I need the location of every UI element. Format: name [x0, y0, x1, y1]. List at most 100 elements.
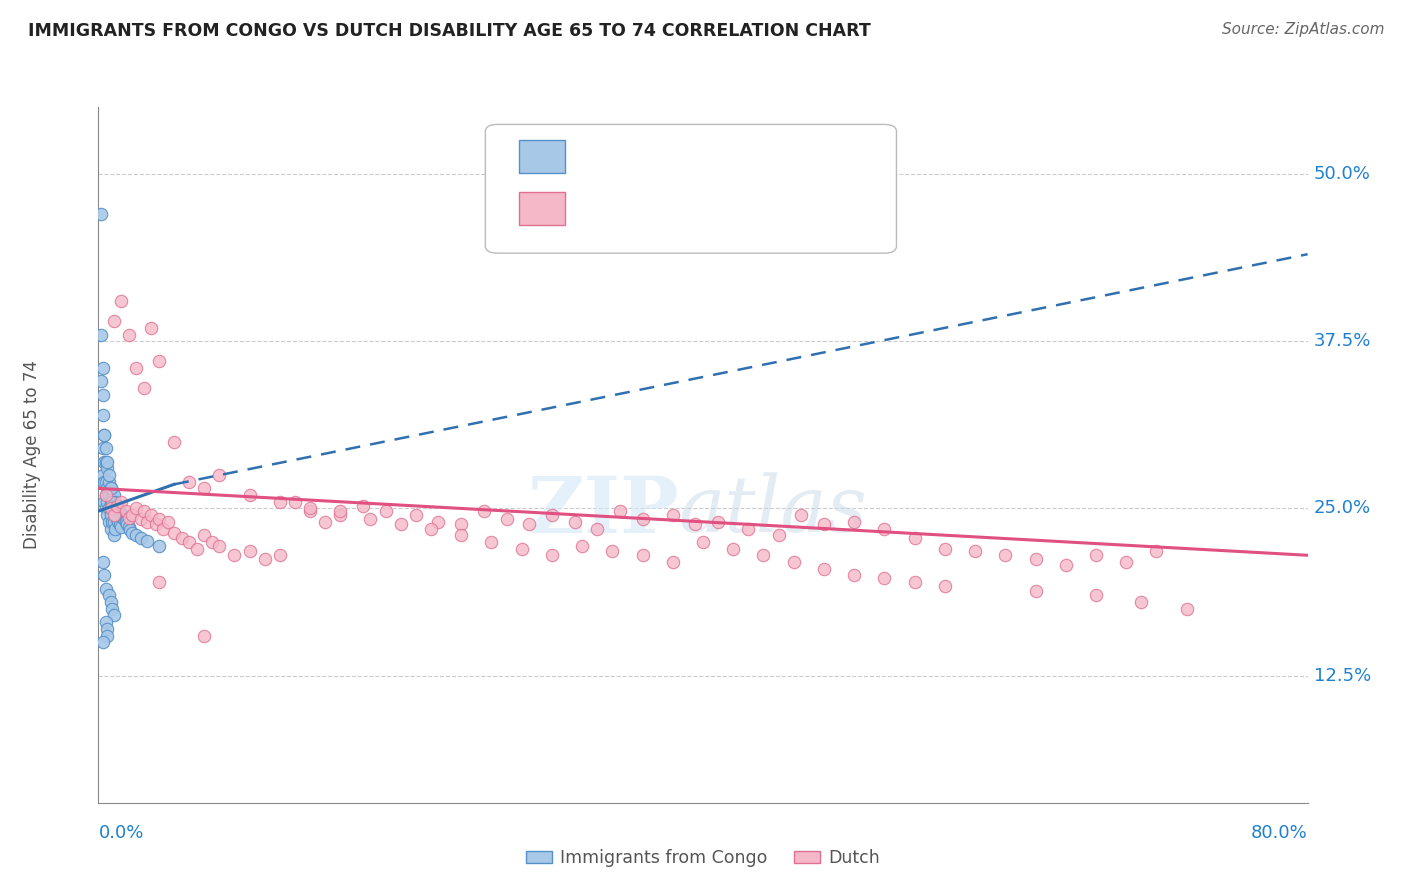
Point [96, 508, 118, 523]
Point [114, 504, 136, 518]
Text: 50.0%: 50.0% [1313, 165, 1371, 183]
Point [472, 504, 495, 518]
Point [110, 520, 132, 534]
Point [148, 354, 170, 368]
Point [239, 488, 262, 502]
Point [299, 504, 322, 518]
Point [965, 544, 987, 558]
Point [96, 622, 118, 636]
Point [208, 467, 231, 482]
Point [96, 455, 118, 469]
FancyBboxPatch shape [485, 124, 897, 253]
Point [540, 548, 562, 563]
Point [94, 488, 117, 502]
Point [224, 548, 246, 563]
Point [101, 501, 124, 516]
Point [90, 375, 112, 389]
Point [495, 512, 517, 526]
Point [132, 381, 155, 395]
Point [103, 501, 125, 516]
Point [170, 531, 193, 545]
Point [405, 508, 427, 523]
Point [1024, 584, 1046, 599]
Point [90, 327, 112, 342]
Point [101, 494, 124, 508]
Point [93, 455, 115, 469]
Point [177, 535, 201, 549]
Text: ZIP: ZIP [527, 473, 679, 549]
Point [685, 517, 707, 532]
Point [94, 475, 117, 489]
Point [844, 515, 866, 529]
Point [692, 535, 714, 549]
Point [419, 521, 441, 535]
Point [269, 548, 291, 563]
Point [103, 488, 125, 502]
Point [103, 608, 125, 623]
Point [98, 501, 121, 516]
Point [90, 207, 112, 221]
Point [125, 501, 148, 516]
Point [121, 508, 143, 523]
Point [813, 562, 835, 576]
Point [631, 512, 654, 526]
Point [110, 507, 132, 521]
Point [737, 521, 759, 535]
Point [768, 528, 790, 542]
Point [108, 517, 131, 532]
Point [201, 535, 224, 549]
Point [481, 535, 503, 549]
Point [782, 555, 804, 569]
Point [141, 321, 163, 335]
Point [602, 544, 624, 558]
Point [94, 442, 117, 456]
Point [135, 533, 157, 548]
Point [107, 515, 129, 529]
Point [91, 635, 114, 649]
Point [91, 361, 114, 376]
Point [904, 575, 927, 590]
Point [110, 494, 132, 508]
Point [98, 467, 121, 482]
Point [186, 541, 208, 556]
Point [101, 488, 124, 502]
Point [586, 521, 609, 535]
Text: 80.0%: 80.0% [1251, 823, 1308, 842]
Point [118, 520, 141, 534]
Point [94, 488, 117, 502]
Point [284, 494, 307, 508]
Point [1085, 548, 1108, 563]
Legend: Immigrants from Congo, Dutch: Immigrants from Congo, Dutch [519, 842, 887, 874]
Text: 0.0%: 0.0% [98, 823, 143, 842]
Point [96, 494, 118, 508]
Point [540, 508, 562, 523]
Point [104, 494, 127, 508]
Text: R = 0.030   N =  76: R = 0.030 N = 76 [586, 147, 772, 165]
Point [101, 515, 124, 529]
Point [752, 548, 775, 563]
Point [94, 582, 117, 596]
Point [132, 504, 155, 518]
Text: atlas: atlas [679, 473, 868, 549]
Point [100, 508, 122, 523]
Point [904, 531, 927, 545]
Point [121, 525, 143, 540]
Point [98, 475, 121, 489]
Point [374, 504, 396, 518]
Point [329, 504, 352, 518]
Point [510, 541, 533, 556]
Point [98, 488, 121, 502]
Point [609, 504, 631, 518]
Point [115, 517, 138, 532]
Point [873, 521, 896, 535]
Point [103, 515, 125, 529]
Point [105, 512, 128, 526]
Point [94, 455, 117, 469]
Point [314, 515, 336, 529]
Point [253, 552, 276, 566]
Point [163, 525, 186, 540]
Point [1130, 595, 1153, 609]
Point [91, 442, 114, 456]
Text: IMMIGRANTS FROM CONGO VS DUTCH DISABILITY AGE 65 TO 74 CORRELATION CHART: IMMIGRANTS FROM CONGO VS DUTCH DISABILIT… [28, 22, 870, 40]
Point [129, 512, 152, 526]
